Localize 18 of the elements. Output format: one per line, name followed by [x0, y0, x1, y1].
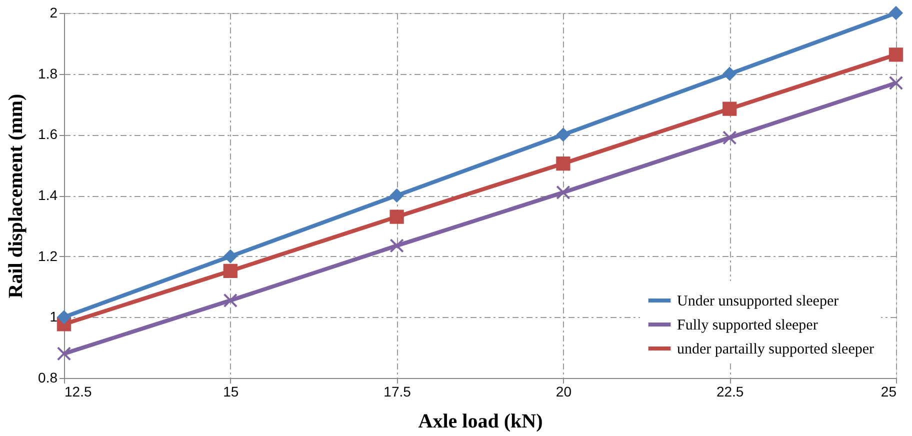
y-tick-label: 1.8 — [38, 65, 58, 82]
x-tick-label: 25 — [880, 384, 897, 400]
x-tick-label: 20 — [556, 384, 572, 400]
legend-label: Under unsupported sleeper — [677, 294, 839, 310]
y-tick-label: 1.4 — [38, 187, 58, 203]
legend-label: under partailly supported sleeper — [677, 342, 874, 358]
y-tick-label: 1.6 — [38, 126, 58, 142]
y-tick-label: 1 — [50, 308, 58, 325]
y-tick-label: 1.2 — [38, 248, 58, 264]
legend-label: Fully supported sleeper — [677, 318, 818, 334]
y-axis-title: Rail displacement (mm) — [5, 94, 28, 298]
y-tick-label: 0.8 — [38, 370, 58, 386]
x-tick-label: 12.5 — [64, 384, 92, 400]
x-tick-label: 22.5 — [716, 384, 744, 400]
x-tick-label: 15 — [223, 384, 239, 400]
x-axis-title: Axle load (kN) — [418, 410, 543, 432]
x-tick-label: 17.5 — [384, 384, 412, 400]
y-tick-label: 2 — [50, 4, 58, 20]
